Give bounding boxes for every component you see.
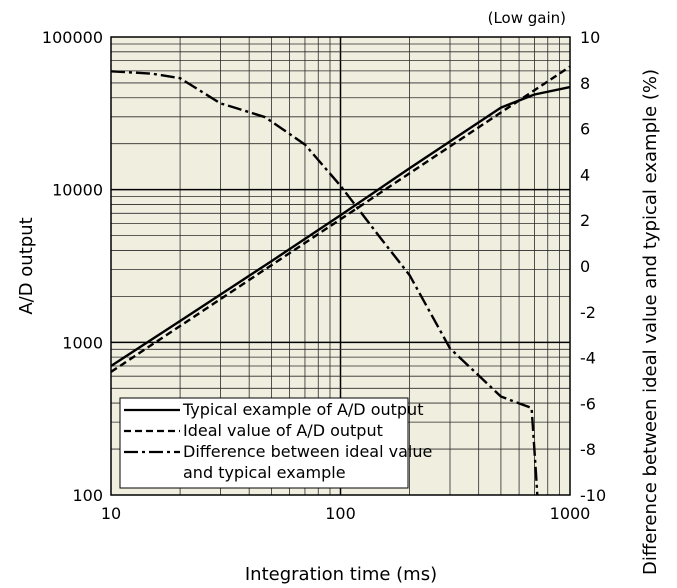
grid-lines xyxy=(111,37,570,495)
legend-label-difference: Difference between ideal value and typic… xyxy=(183,442,437,482)
series-line-3 xyxy=(110,70,539,496)
legend-label-typical: Typical example of A/D output xyxy=(182,400,423,419)
y-tick-label: 10000 xyxy=(52,181,103,200)
legend-label-difference-line1: Difference between ideal value xyxy=(183,442,432,461)
legend-label-difference-line2: and typical example xyxy=(183,463,346,482)
y2-tick-label: 2 xyxy=(580,211,590,230)
y2-tick-label: -4 xyxy=(580,349,596,368)
x-tick-label: 100 xyxy=(325,504,356,523)
y2-tick-label: -6 xyxy=(580,394,596,413)
y-tick-label: 100 xyxy=(72,486,103,505)
y2-tick-label: 8 xyxy=(580,74,590,93)
x-tick-label: 10 xyxy=(101,504,121,523)
x-axis-title: Integration time (ms) xyxy=(245,564,437,585)
y2-tick-label: 10 xyxy=(580,28,600,47)
corner-note: (Low gain) xyxy=(488,9,566,27)
y2-axis-title: Difference between ideal value and typic… xyxy=(640,69,661,575)
legend: Typical example of A/D output Ideal valu… xyxy=(119,397,437,489)
series-line-2 xyxy=(110,65,571,373)
y-tick-label: 100000 xyxy=(42,28,103,47)
y-axis-title: A/D output xyxy=(16,217,37,314)
legend-label-ideal: Ideal value of A/D output xyxy=(183,421,383,440)
y2-tick-label: -10 xyxy=(580,486,606,505)
y2-tick-label: 0 xyxy=(580,257,590,276)
y2-tick-label: 6 xyxy=(580,120,590,139)
y-tick-label: 1000 xyxy=(62,333,103,352)
x-tick-label: 1000 xyxy=(550,504,591,523)
y2-tick-label: -2 xyxy=(580,303,596,322)
series-lines xyxy=(110,65,571,496)
plot-frame xyxy=(110,36,571,496)
series-line-1 xyxy=(110,85,571,368)
legend-box xyxy=(119,397,409,489)
y2-tick-label: -8 xyxy=(580,440,596,459)
y2-tick-label: 4 xyxy=(580,165,590,184)
